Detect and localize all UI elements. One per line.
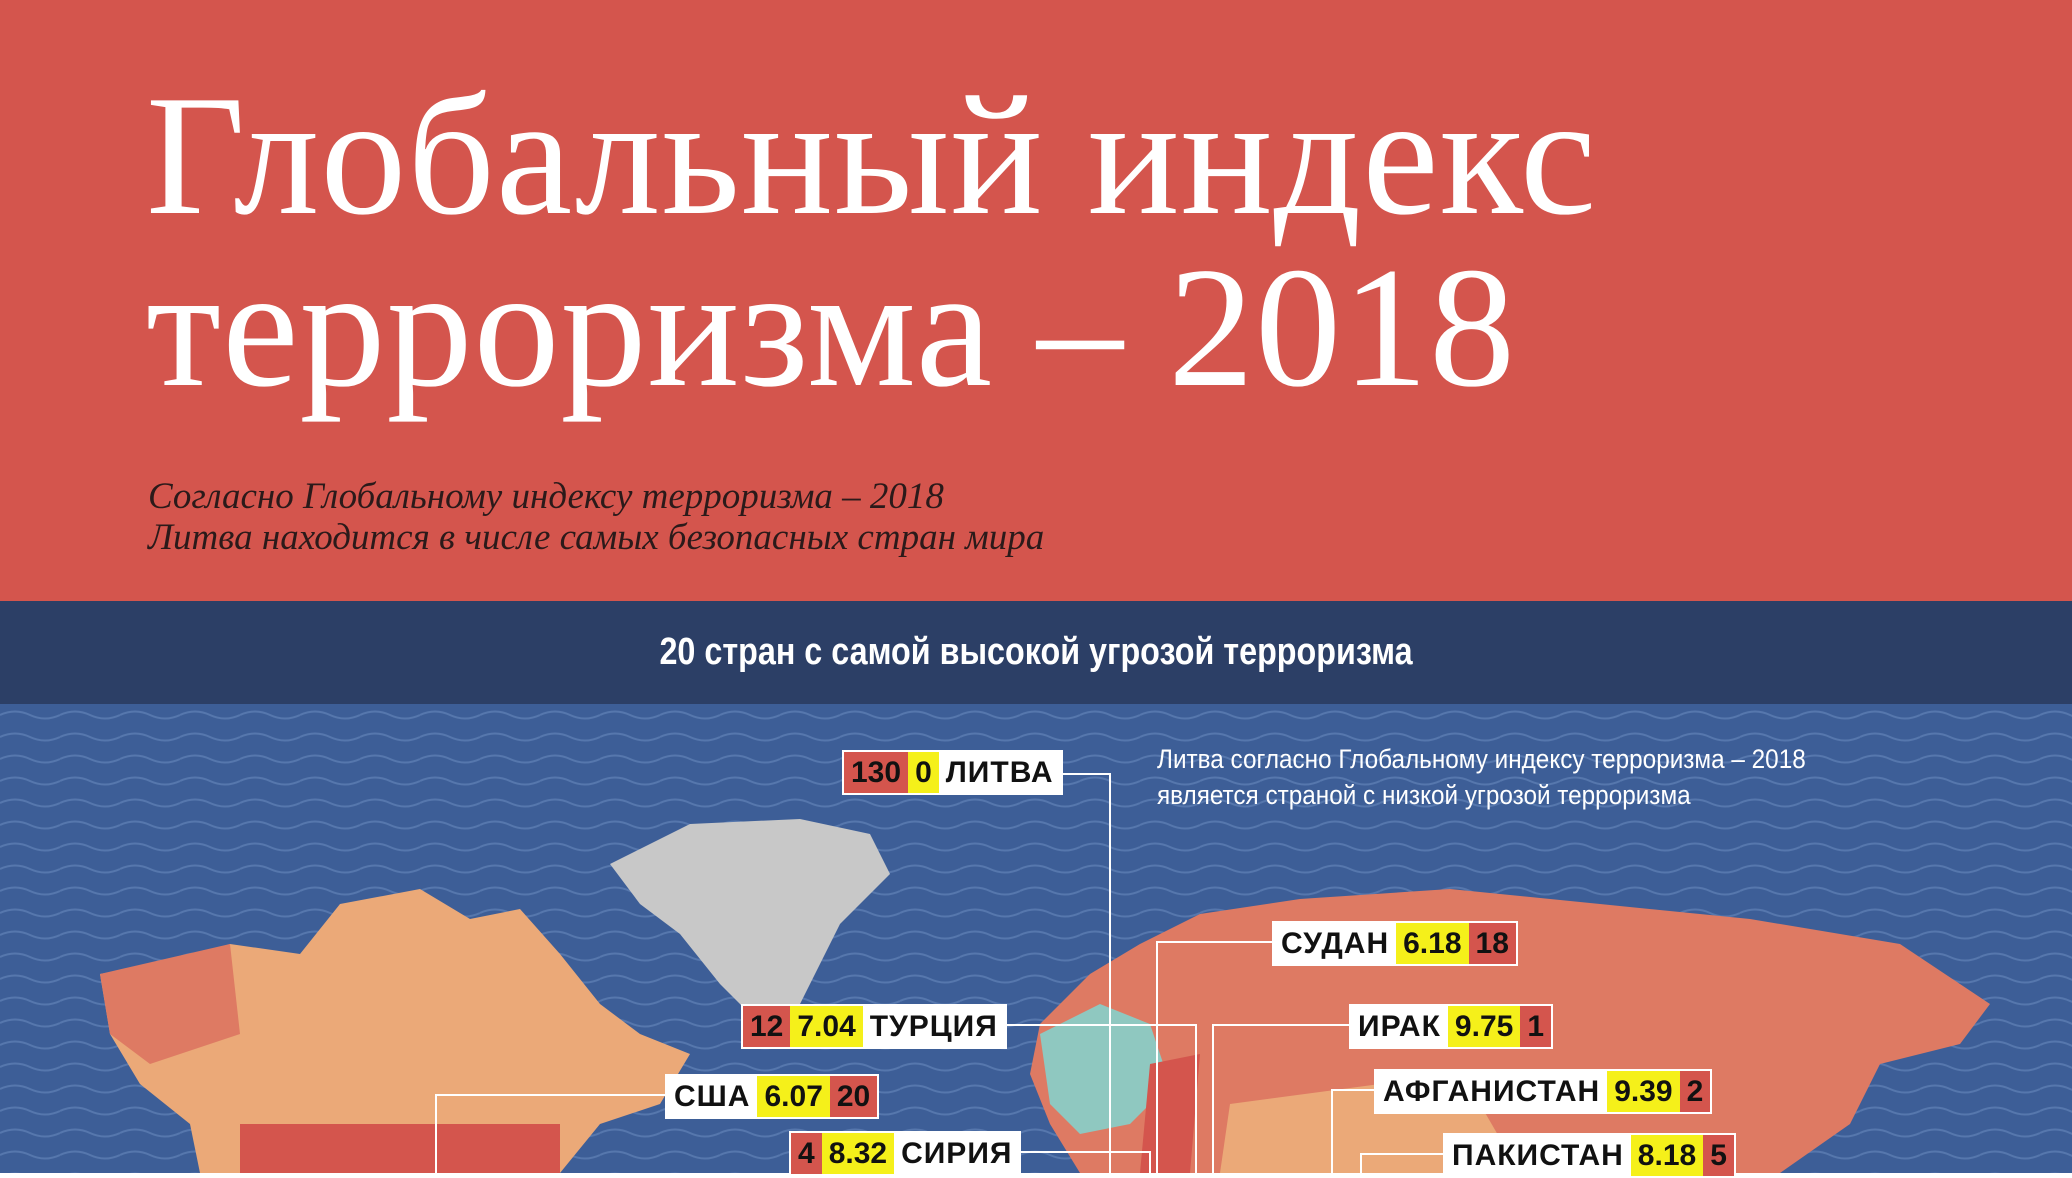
country-name: ТУРЦИЯ <box>862 1006 1005 1047</box>
rank: 130 <box>844 752 909 793</box>
rank: 18 <box>1468 923 1516 964</box>
title: Глобальный индекс терроризма – 2018 <box>146 61 1598 423</box>
country-name: АФГАНИСТАН <box>1376 1071 1608 1112</box>
subtitle: Литва находится в числе самых безопасных… <box>148 517 1045 558</box>
score: 6.18 <box>1396 923 1469 964</box>
note: является страной с низкой угрозой террор… <box>1157 780 1691 810</box>
rank: 5 <box>1703 1135 1734 1176</box>
rank: 2 <box>1679 1071 1711 1112</box>
rank: 12 <box>743 1006 791 1047</box>
east-europe <box>1140 1054 1200 1173</box>
rank: 4 <box>791 1133 822 1174</box>
country-label: 130 0 ЛИТВА <box>842 750 1063 795</box>
country-label: СУДАН 6.18 18 <box>1272 921 1518 966</box>
score: 0 <box>908 752 939 793</box>
score: 6.07 <box>757 1076 830 1117</box>
north-america <box>100 889 690 1173</box>
country-name: ПАКИСТАН <box>1445 1135 1631 1176</box>
banner: 20 стран с самой высокой угрозой террори… <box>0 601 2072 704</box>
country-label: 4 8.32 СИРИЯ <box>789 1131 1022 1176</box>
country-name: СИРИЯ <box>894 1133 1020 1174</box>
banner-text: 20 стран с самой высокой угрозой террори… <box>659 631 1413 673</box>
country-name: США <box>667 1076 758 1117</box>
score: 8.18 <box>1630 1135 1704 1176</box>
header: Глобальный индекс терроризма – 2018 Согл… <box>0 0 2072 601</box>
country-label: ИРАК 9.75 1 <box>1349 1004 1553 1049</box>
score: 8.32 <box>821 1133 895 1174</box>
country-label: США 6.07 20 <box>665 1074 880 1119</box>
greenland <box>610 819 890 1024</box>
leader-lines <box>435 773 1443 1173</box>
europe <box>1040 1004 1170 1134</box>
usa <box>240 1124 560 1173</box>
subtitle: Согласно Глобальному индексу терроризма … <box>148 476 944 517</box>
rank: 1 <box>1520 1006 1551 1047</box>
score: 9.39 <box>1607 1071 1680 1112</box>
country-name: ИРАК <box>1351 1006 1448 1047</box>
country-name: ЛИТВА <box>938 752 1061 793</box>
country-label: 12 7.04 ТУРЦИЯ <box>741 1004 1007 1049</box>
score: 9.75 <box>1447 1006 1521 1047</box>
country-name: СУДАН <box>1274 923 1397 964</box>
country-label: ПАКИСТАН 8.18 5 <box>1443 1133 1736 1178</box>
country-label: АФГАНИСТАН 9.39 2 <box>1374 1069 1713 1114</box>
note: Литва согласно Глобальному индексу терро… <box>1157 744 1806 774</box>
score: 7.04 <box>790 1006 863 1047</box>
rank: 20 <box>829 1076 878 1117</box>
alaska <box>100 944 240 1064</box>
